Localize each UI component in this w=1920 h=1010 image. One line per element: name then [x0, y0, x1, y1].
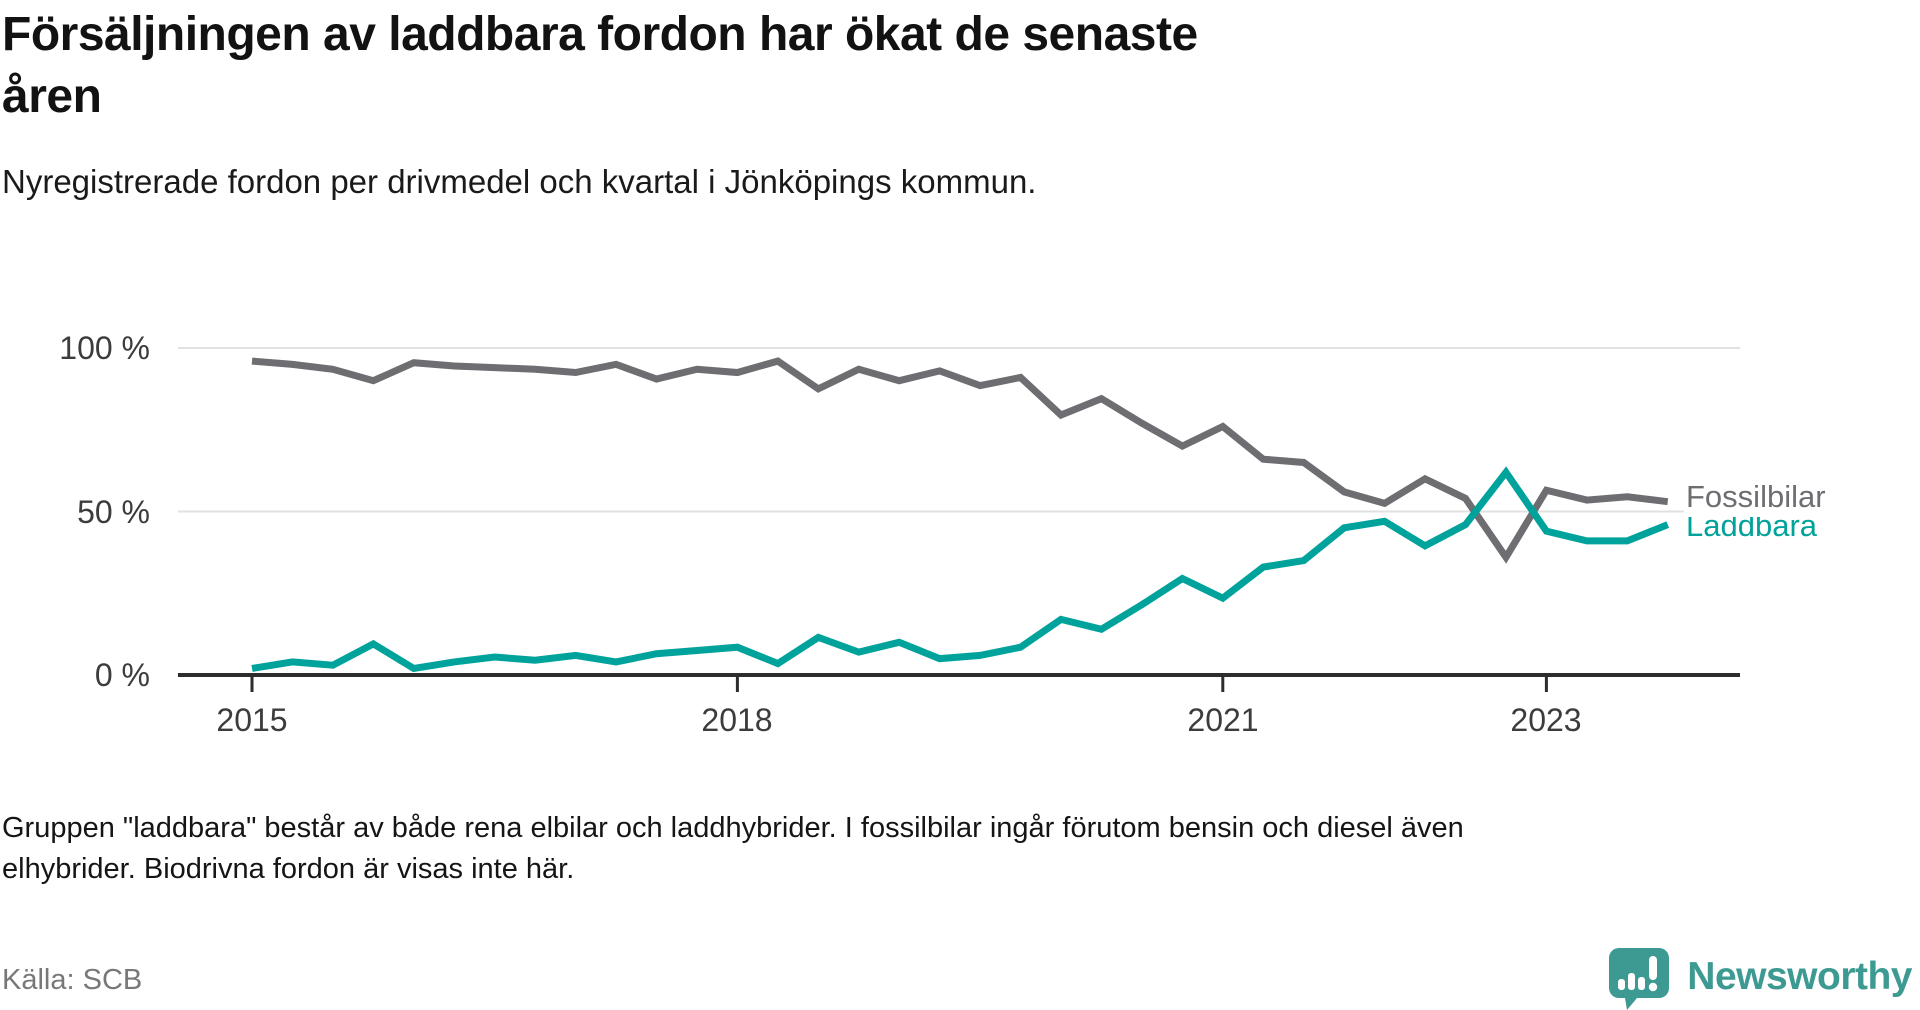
x-axis-tick-2015: 2015 [216, 702, 288, 738]
footnote-line-1: Gruppen "laddbara" består av både rena e… [2, 812, 1464, 844]
series-line-fossilbilar [251, 357, 1669, 564]
x-axis-tick-2023: 2023 [1510, 702, 1582, 738]
y-axis-tick-0: 0 % [94, 657, 150, 693]
newsworthy-wordmark: Newsworthy [1687, 955, 1912, 998]
x-axis-tick-2018: 2018 [701, 702, 773, 738]
title-line-1: Försäljningen av laddbara fordon har öka… [2, 8, 1198, 61]
source-credit: Källa: SCB [2, 964, 143, 996]
newsworthy-logo: Newsworthy [1605, 944, 1912, 1010]
chart-subtitle: Nyregistrerade fordon per drivmedel och … [2, 163, 1037, 200]
y-axis-tick-100: 100 % [59, 330, 150, 366]
footnote-line-2: elhybrider. Biodrivna fordon är visas in… [2, 853, 575, 885]
legend-fossilbilar: Fossilbilar [1684, 479, 1830, 517]
title-line-2: åren [2, 70, 102, 123]
footnote: Gruppen "laddbara" består av både rena e… [2, 808, 1882, 890]
newsworthy-bubble-icon [1609, 948, 1670, 1010]
y-axis-tick-50: 50 % [77, 494, 150, 530]
series-line-laddbara [251, 466, 1670, 673]
page-title: Försäljningen av laddbara fordon har öka… [2, 4, 1902, 128]
x-axis-tick-2021: 2021 [1187, 702, 1259, 738]
